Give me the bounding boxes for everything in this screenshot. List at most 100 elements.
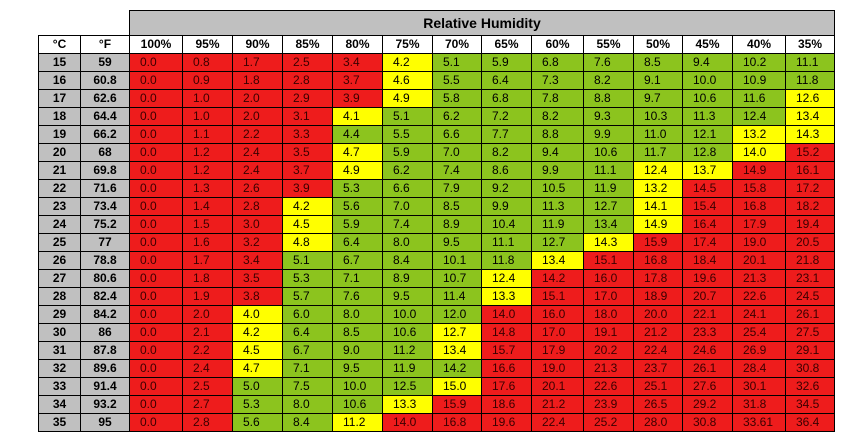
- fahrenheit-cell: 87.8: [80, 341, 130, 360]
- value-cell: 8.8: [583, 89, 634, 108]
- value-cell: 9.7: [633, 89, 683, 108]
- value-cell: 14.9: [732, 161, 786, 180]
- value-cell: 0.0: [129, 305, 183, 324]
- value-cell: 13.3: [382, 395, 433, 414]
- value-cell: 2.0: [232, 89, 283, 108]
- value-cell: 16.1: [785, 161, 835, 180]
- value-cell: 2.6: [232, 179, 283, 198]
- table-row: 30 86 0.0 2.1 4.2 6.4 8.5 10.6 12.7 14.8 17.0 19.1 2…: [38, 323, 835, 342]
- value-cell: 11.1: [481, 233, 532, 252]
- value-cell: 6.7: [282, 341, 333, 360]
- value-cell: 9.1: [633, 71, 683, 90]
- humidity-header: 85%: [282, 35, 333, 54]
- title-row: Relative Humidity: [38, 10, 835, 36]
- value-cell: 12.6: [785, 89, 835, 108]
- humidity-header: 100%: [129, 35, 183, 54]
- value-cell: 24.1: [732, 305, 786, 324]
- value-cell: 15.0: [432, 377, 482, 396]
- value-cell: 6.2: [382, 161, 433, 180]
- table-row: 22 71.6 0.0 1.3 2.6 3.9 5.3 6.6 7.9 9.2 10.5 11.9 13…: [38, 179, 835, 198]
- value-cell: 17.2: [785, 179, 835, 198]
- celsius-cell: 23: [38, 197, 81, 216]
- value-cell: 16.6: [481, 359, 532, 378]
- value-cell: 9.9: [531, 161, 584, 180]
- value-cell: 0.0: [129, 233, 183, 252]
- fahrenheit-cell: 75.2: [80, 215, 130, 234]
- value-cell: 16.0: [583, 269, 634, 288]
- value-cell: 3.7: [282, 161, 333, 180]
- value-cell: 0.0: [129, 161, 183, 180]
- value-cell: 25.2: [583, 413, 634, 432]
- value-cell: 6.8: [481, 89, 532, 108]
- value-cell: 19.4: [785, 215, 835, 234]
- table-row: 31 87.8 0.0 2.2 4.5 6.7 9.0 11.2 13.4 15.7 17.9 20.…: [38, 341, 835, 360]
- value-cell: 16.4: [682, 215, 733, 234]
- value-cell: 17.9: [531, 341, 584, 360]
- value-cell: 0.0: [129, 251, 183, 270]
- value-cell: 16.8: [732, 197, 786, 216]
- value-cell: 2.2: [232, 125, 283, 144]
- table-row: 21 69.8 0.0 1.2 2.4 3.7 4.9 6.2 7.4 8.6 9.9 11.1 12.…: [38, 161, 835, 180]
- value-cell: 8.0: [382, 233, 433, 252]
- value-cell: 12.8: [682, 143, 733, 162]
- value-cell: 5.3: [282, 269, 333, 288]
- value-cell: 1.3: [182, 179, 233, 198]
- value-cell: 10.2: [732, 53, 786, 72]
- fahrenheit-cell: 66.2: [80, 125, 130, 144]
- value-cell: 4.5: [232, 341, 283, 360]
- value-cell: 22.1: [682, 305, 733, 324]
- value-cell: 3.1: [282, 107, 333, 126]
- value-cell: 36.4: [785, 413, 835, 432]
- table-row: 18 64.4 0.0 1.0 2.0 3.1 4.1 5.1 6.2 7.2 8.2 9.3 10.3…: [38, 107, 835, 126]
- table-row: 24 75.2 0.0 1.5 3.0 4.5 5.9 7.4 8.9 10.4 11.9 13.4 1…: [38, 215, 835, 234]
- value-cell: 3.9: [282, 179, 333, 198]
- value-cell: 29.1: [785, 341, 835, 360]
- value-cell: 10.5: [531, 179, 584, 198]
- value-cell: 0.0: [129, 215, 183, 234]
- fahrenheit-cell: 59: [80, 53, 130, 72]
- value-cell: 6.2: [432, 107, 482, 126]
- value-cell: 22.4: [531, 413, 584, 432]
- value-cell: 16.8: [432, 413, 482, 432]
- value-cell: 11.8: [481, 251, 532, 270]
- value-cell: 9.3: [583, 107, 634, 126]
- value-cell: 9.9: [481, 197, 532, 216]
- value-cell: 1.8: [182, 269, 233, 288]
- table-row: 29 84.2 0.0 2.0 4.0 6.0 8.0 10.0 12.0 14.0 16.0 18.…: [38, 305, 835, 324]
- value-cell: 5.5: [432, 71, 482, 90]
- value-cell: 3.7: [332, 71, 383, 90]
- value-cell: 15.2: [785, 143, 835, 162]
- value-cell: 17.6: [481, 377, 532, 396]
- value-cell: 8.5: [633, 53, 683, 72]
- value-cell: 1.2: [182, 161, 233, 180]
- value-cell: 8.5: [332, 323, 383, 342]
- value-cell: 20.0: [633, 305, 683, 324]
- value-cell: 23.1: [785, 269, 835, 288]
- humidity-header: 95%: [182, 35, 233, 54]
- value-cell: 4.2: [382, 53, 433, 72]
- unit-c-header: °C: [38, 35, 81, 54]
- value-cell: 30.1: [732, 377, 786, 396]
- value-cell: 19.6: [682, 269, 733, 288]
- value-cell: 1.5: [182, 215, 233, 234]
- value-cell: 10.6: [382, 323, 433, 342]
- value-cell: 16.0: [531, 305, 584, 324]
- value-cell: 30.8: [682, 413, 733, 432]
- value-cell: 23.9: [583, 395, 634, 414]
- value-cell: 5.8: [432, 89, 482, 108]
- value-cell: 7.0: [382, 197, 433, 216]
- value-cell: 10.6: [332, 395, 383, 414]
- value-cell: 0.0: [129, 377, 183, 396]
- celsius-cell: 29: [38, 305, 81, 324]
- value-cell: 16.8: [633, 251, 683, 270]
- value-cell: 1.0: [182, 107, 233, 126]
- value-cell: 6.8: [531, 53, 584, 72]
- celsius-cell: 21: [38, 161, 81, 180]
- value-cell: 8.9: [432, 215, 482, 234]
- value-cell: 12.7: [531, 233, 584, 252]
- celsius-cell: 31: [38, 341, 81, 360]
- celsius-cell: 35: [38, 413, 81, 432]
- value-cell: 1.4: [182, 197, 233, 216]
- celsius-cell: 26: [38, 251, 81, 270]
- value-cell: 15.7: [481, 341, 532, 360]
